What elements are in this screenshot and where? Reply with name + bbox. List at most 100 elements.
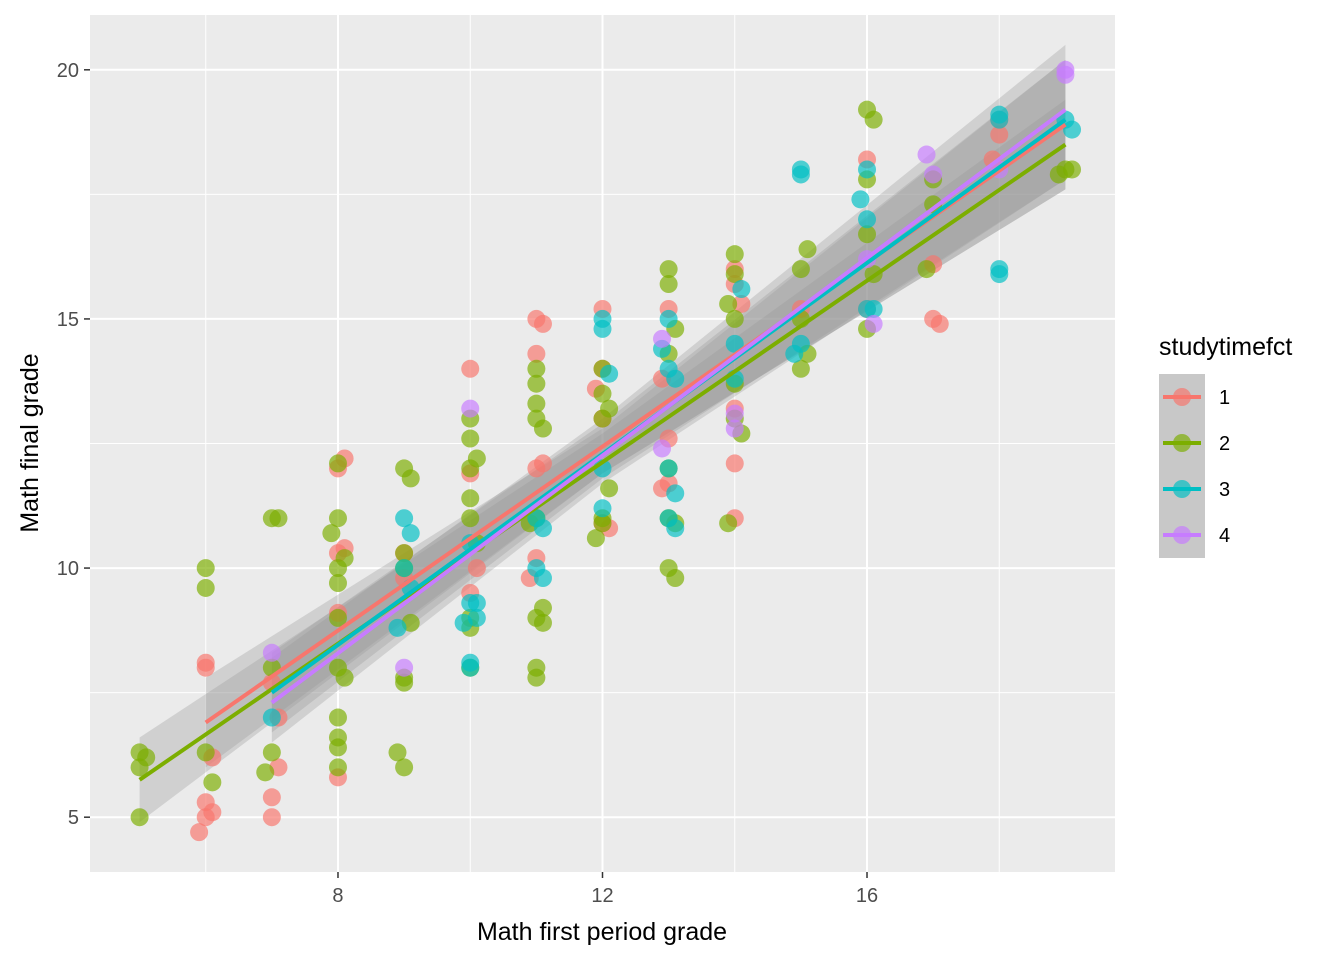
point-series-2 [196, 743, 215, 762]
point-series-2 [395, 758, 414, 777]
point-series-2 [401, 469, 420, 488]
point-series-3 [666, 369, 685, 388]
y-tick-label: 5 [68, 807, 79, 829]
point-series-3 [401, 524, 420, 543]
point-series-3 [533, 569, 552, 588]
point-series-2 [864, 110, 883, 129]
point-series-3 [858, 210, 877, 229]
legend: studytimefct 1 2 3 4 [1159, 333, 1292, 558]
point-series-2 [659, 260, 678, 279]
point-series-3 [593, 319, 612, 338]
point-series-2 [917, 260, 936, 279]
legend-label: 1 [1219, 387, 1230, 409]
legend-item-3: 3 [1159, 466, 1230, 512]
point-series-1 [461, 359, 480, 378]
legend-label: 4 [1219, 525, 1230, 547]
fit-lines [138, 108, 1067, 782]
point-series-2 [527, 394, 546, 413]
point-series-2 [328, 758, 347, 777]
point-series-2 [527, 374, 546, 393]
point-series-3 [454, 613, 473, 632]
point-series-2 [203, 773, 222, 792]
point-series-4 [395, 658, 414, 677]
point-series-2 [256, 763, 275, 782]
point-series-1 [533, 314, 552, 333]
point-series-2 [322, 524, 341, 543]
point-series-2 [328, 574, 347, 593]
point-series-1 [196, 658, 215, 677]
x-tick-label: 16 [856, 885, 878, 907]
legend-item-1: 1 [1159, 374, 1230, 420]
point-series-3 [388, 618, 407, 637]
point-series-2 [725, 245, 744, 264]
legend-key-point [1173, 388, 1191, 406]
point-series-2 [130, 808, 149, 827]
point-series-2 [593, 514, 612, 533]
legend-item-2: 2 [1159, 420, 1230, 466]
point-series-3 [785, 344, 804, 363]
legend-title: studytimefct [1159, 333, 1292, 361]
point-series-2 [328, 708, 347, 727]
legend-label: 3 [1219, 479, 1230, 501]
y-tick-label: 10 [57, 558, 79, 580]
point-series-3 [461, 658, 480, 677]
point-series-2 [328, 509, 347, 528]
legend-key-point [1173, 434, 1191, 452]
point-series-3 [666, 484, 685, 503]
point-series-2 [659, 275, 678, 294]
point-series-3 [851, 190, 870, 209]
point-series-4 [1056, 65, 1075, 84]
point-series-2 [858, 225, 877, 244]
point-series-4 [864, 314, 883, 333]
point-series-2 [461, 509, 480, 528]
point-series-2 [527, 668, 546, 687]
point-series-3 [858, 160, 877, 179]
point-series-2 [586, 529, 605, 548]
point-series-1 [262, 788, 281, 807]
point-series-2 [1063, 160, 1082, 179]
point-series-4 [725, 404, 744, 423]
legend-label: 2 [1219, 433, 1230, 455]
point-series-3 [1063, 120, 1082, 139]
legend-keys: 1 2 3 4 [1159, 374, 1230, 558]
data-points [130, 60, 1082, 842]
point-series-3 [659, 309, 678, 328]
point-series-2 [461, 489, 480, 508]
point-series-2 [791, 359, 810, 378]
point-series-2 [600, 399, 619, 418]
point-series-2 [593, 384, 612, 403]
point-series-3 [593, 499, 612, 518]
point-series-2 [533, 613, 552, 632]
point-series-2 [395, 544, 414, 563]
point-series-1 [527, 459, 546, 478]
point-series-1 [196, 808, 215, 827]
x-axis: 8 12 16 [332, 872, 878, 907]
point-series-4 [653, 329, 672, 348]
point-series-1 [190, 823, 209, 842]
point-series-4 [461, 399, 480, 418]
point-series-2 [328, 454, 347, 473]
point-series-2 [196, 559, 215, 578]
point-series-2 [395, 673, 414, 692]
point-series-3 [990, 265, 1009, 284]
x-tick-label: 8 [332, 885, 343, 907]
point-series-2 [719, 514, 738, 533]
point-series-2 [924, 195, 943, 214]
point-series-1 [262, 808, 281, 827]
point-series-2 [725, 309, 744, 328]
point-series-2 [666, 569, 685, 588]
point-series-1 [732, 294, 751, 313]
fit-line-series-2 [138, 142, 1067, 782]
point-series-2 [328, 608, 347, 627]
point-series-1 [467, 559, 486, 578]
point-series-3 [732, 280, 751, 299]
point-series-3 [725, 334, 744, 353]
legend-item-4: 4 [1159, 512, 1230, 558]
point-series-2 [269, 509, 288, 528]
point-series-1 [990, 125, 1009, 144]
point-series-3 [262, 708, 281, 727]
point-series-4 [653, 439, 672, 458]
legend-key-point [1173, 480, 1191, 498]
point-series-2 [533, 598, 552, 617]
